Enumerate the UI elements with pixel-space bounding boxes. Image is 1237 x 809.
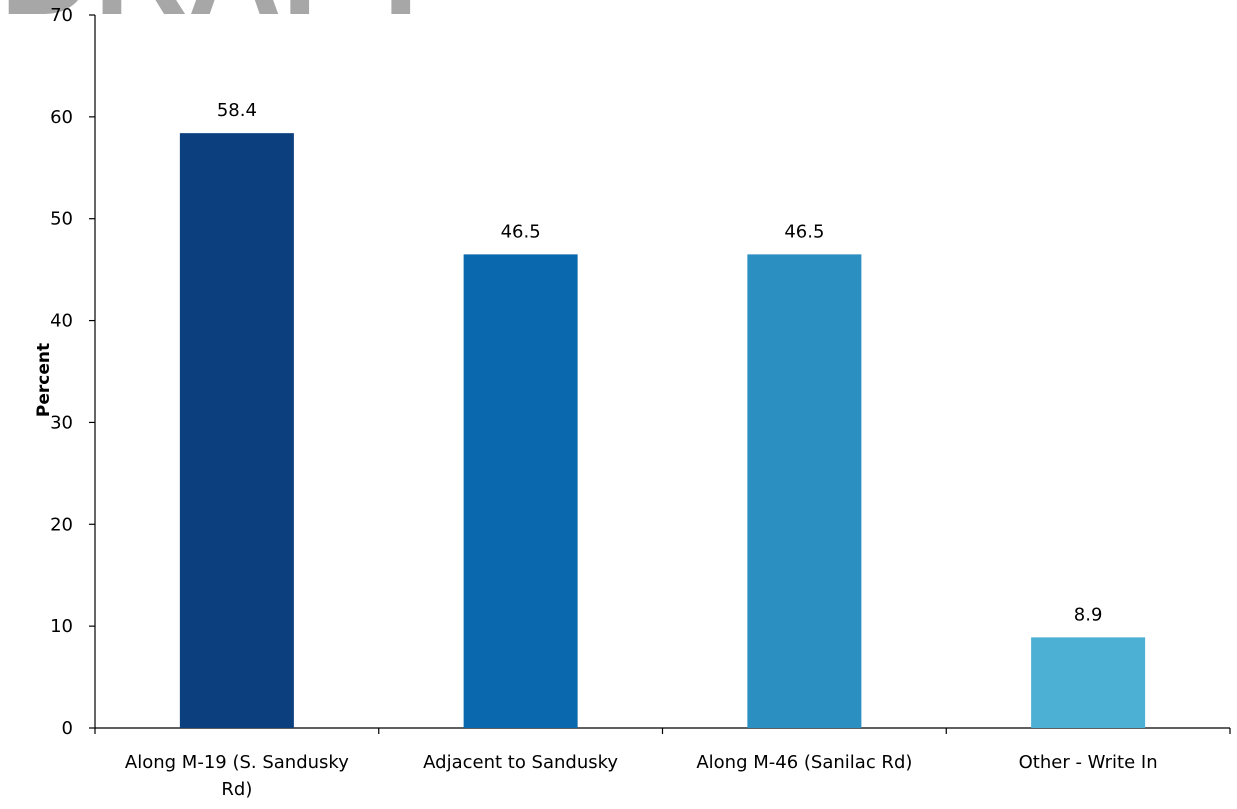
y-tick-label: 70 <box>50 5 73 26</box>
y-tick-label: 30 <box>50 412 73 433</box>
x-category-label: Other - Write In <box>1019 752 1158 773</box>
y-tick-label: 40 <box>50 311 73 332</box>
data-label: 8.9 <box>1074 604 1103 625</box>
data-label: 46.5 <box>784 221 824 242</box>
x-category-label: Adjacent to Sandusky <box>423 752 618 773</box>
watermark-layer: DRAFT <box>0 0 440 42</box>
y-tick-label: 20 <box>50 514 73 535</box>
y-axis-title: Percent <box>34 343 54 417</box>
y-tick-label: 10 <box>50 616 73 637</box>
y-tick-label: 50 <box>50 209 73 230</box>
x-category-label: Along M-46 (Sanilac Rd) <box>696 752 912 773</box>
draft-watermark: DRAFT <box>0 0 440 42</box>
bar <box>747 254 862 728</box>
bars-layer <box>179 133 1146 728</box>
x-category-label: Rd) <box>221 779 252 800</box>
data-label: 58.4 <box>217 100 257 121</box>
y-tick-label: 0 <box>62 718 73 739</box>
bar <box>1031 637 1146 728</box>
bar <box>463 254 578 728</box>
x-category-label: Along M-19 (S. Sandusky <box>125 752 349 773</box>
data-label: 46.5 <box>501 221 541 242</box>
labels-layer: 0 10 20 30 40 50 60 70 58.4 Along M-19 (S. Sandus… <box>50 5 1158 800</box>
y-tick-label: 60 <box>50 107 73 128</box>
bar <box>179 133 294 728</box>
